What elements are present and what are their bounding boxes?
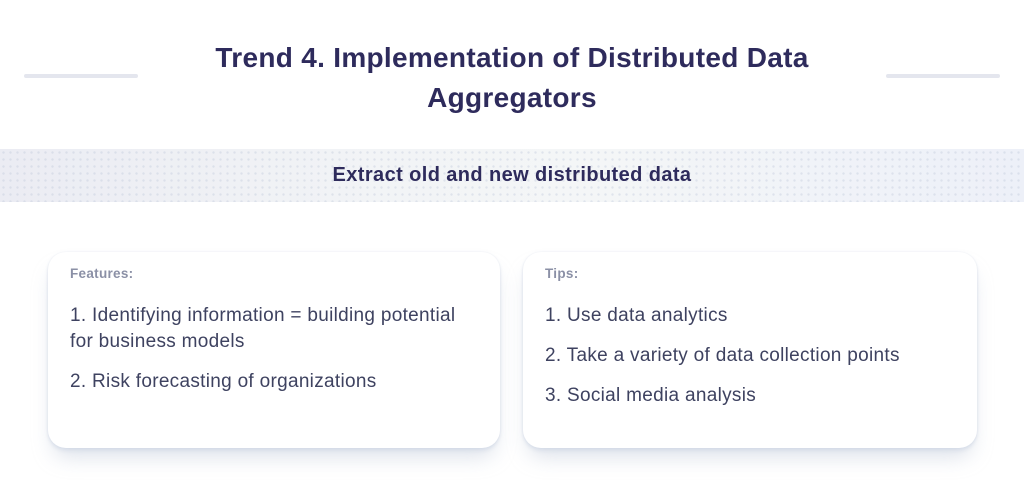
features-item-1: 1. Identifying information = building po…: [70, 305, 456, 352]
tips-card: Tips: 1. Use data analytics 2. Take a va…: [523, 252, 977, 448]
tips-item-2: 2. Take a variety of data collection poi…: [545, 345, 900, 366]
features-card-label: Features:: [70, 266, 134, 281]
page-title: Trend 4. Implementation of Distributed D…: [215, 42, 809, 113]
tips-card-label: Tips:: [545, 266, 579, 281]
features-item-2: 2. Risk forecasting of organizations: [70, 371, 377, 392]
subtitle-banner: Extract old and new distributed data: [0, 149, 1024, 202]
tips-item-1: 1. Use data analytics: [545, 305, 728, 326]
features-card: Features: 1. Identifying information = b…: [48, 252, 500, 448]
tips-item-3: 3. Social media analysis: [545, 385, 757, 406]
subtitle-text: Extract old and new distributed data: [332, 164, 692, 186]
title-divider-left: [24, 74, 138, 78]
title-divider-right: [886, 74, 1000, 78]
